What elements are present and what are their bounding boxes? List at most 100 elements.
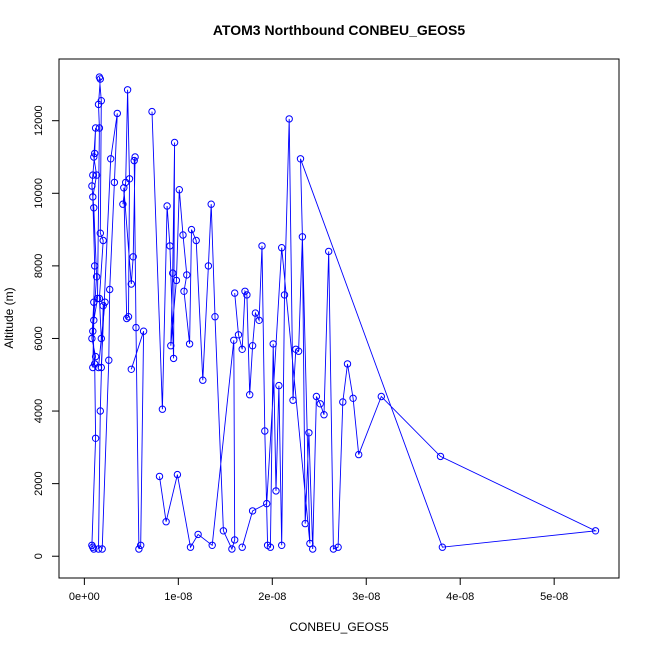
data-point: [89, 363, 97, 372]
data-point: [285, 115, 293, 123]
data-point: [258, 242, 266, 250]
x-axis-label: CONBEU_GEOS5: [289, 620, 389, 634]
data-point: [106, 285, 114, 294]
data-point: [219, 527, 228, 535]
data-point: [173, 470, 182, 479]
data-point: [139, 327, 148, 335]
x-tick-label: 3e-08: [352, 591, 380, 603]
data-point: [316, 400, 324, 408]
x-tick-label: 5e-08: [540, 591, 568, 603]
data-point: [94, 545, 103, 553]
data-point: [95, 294, 104, 303]
data-point: [306, 539, 314, 548]
data-point: [93, 294, 102, 303]
series-layer: [88, 73, 600, 553]
data-point: [234, 331, 243, 339]
data-point: [591, 527, 600, 535]
data-point: [263, 499, 271, 508]
data-point: [294, 347, 303, 355]
y-tick-label: 0: [33, 553, 45, 559]
y-axis: 0 2000 4000 6000 8000 10000 12000: [33, 105, 60, 559]
data-point: [107, 155, 115, 163]
data-point: [91, 149, 99, 158]
data-point: [88, 334, 96, 343]
data-point: [329, 545, 338, 553]
data-point: [199, 376, 207, 384]
data-point: [91, 352, 100, 361]
data-point: [90, 204, 98, 212]
data-point: [89, 327, 97, 335]
data-point: [320, 411, 328, 419]
data-point: [204, 262, 213, 270]
data-point: [238, 345, 246, 353]
data-point: [305, 429, 313, 437]
data-point: [88, 182, 96, 190]
data-point: [170, 138, 179, 147]
y-tick-label: 8000: [33, 254, 45, 278]
data-point: [92, 273, 101, 281]
data-point: [95, 124, 104, 132]
series-line: [122, 89, 145, 550]
data-point: [90, 153, 98, 161]
data-point: [90, 545, 98, 553]
x-tick-label: 4e-08: [446, 591, 474, 603]
data-point: [127, 280, 136, 288]
data-point: [377, 392, 385, 401]
chart-title: ATOM3 Northbound CONBEU_GEOS5: [213, 22, 465, 38]
data-point: [246, 391, 254, 399]
data-point: [135, 545, 143, 553]
data-point: [339, 398, 347, 406]
y-axis-label: Altitude (m): [2, 287, 16, 348]
data-point: [169, 354, 178, 363]
y-tick-label: 4000: [33, 399, 45, 423]
data-point: [280, 291, 289, 299]
data-point: [92, 171, 101, 179]
data-point: [90, 316, 98, 324]
data-point: [231, 536, 239, 544]
data-point: [207, 200, 215, 208]
data-point: [296, 155, 305, 163]
data-point: [436, 452, 445, 461]
data-point: [211, 313, 219, 321]
data-point: [192, 236, 200, 245]
x-tick-label: 1e-08: [164, 591, 192, 603]
data-point: [110, 178, 119, 187]
data-point: [180, 287, 188, 295]
data-point: [261, 427, 269, 435]
data-point: [266, 543, 275, 551]
data-point: [241, 287, 249, 295]
data-point: [155, 472, 164, 481]
data-point: [325, 247, 333, 256]
data-point: [88, 541, 96, 549]
series-line: [234, 118, 598, 550]
data-point: [248, 507, 257, 515]
data-point: [137, 541, 145, 549]
x-tick-label: 2e-08: [258, 591, 286, 603]
y-tick-label: 6000: [33, 326, 45, 350]
data-point: [89, 171, 97, 179]
data-point: [186, 543, 195, 551]
series-line: [91, 76, 106, 550]
data-point: [278, 541, 286, 549]
data-point: [163, 202, 171, 210]
data-point: [101, 298, 109, 306]
data-point: [187, 225, 196, 234]
data-point: [99, 302, 107, 310]
data-point: [269, 340, 277, 348]
data-point: [132, 323, 140, 332]
data-point: [231, 289, 239, 297]
data-point: [438, 543, 447, 551]
data-point: [91, 124, 100, 132]
data-point: [96, 407, 105, 415]
data-point: [124, 313, 133, 321]
data-point: [243, 291, 251, 299]
data-point: [248, 342, 257, 350]
data-point: [275, 381, 283, 390]
data-point: [90, 298, 98, 306]
data-point: [228, 545, 236, 553]
plot-frame: [58, 58, 620, 579]
y-tick-label: 12000: [33, 105, 45, 136]
data-point: [162, 518, 170, 526]
data-point: [230, 336, 238, 344]
